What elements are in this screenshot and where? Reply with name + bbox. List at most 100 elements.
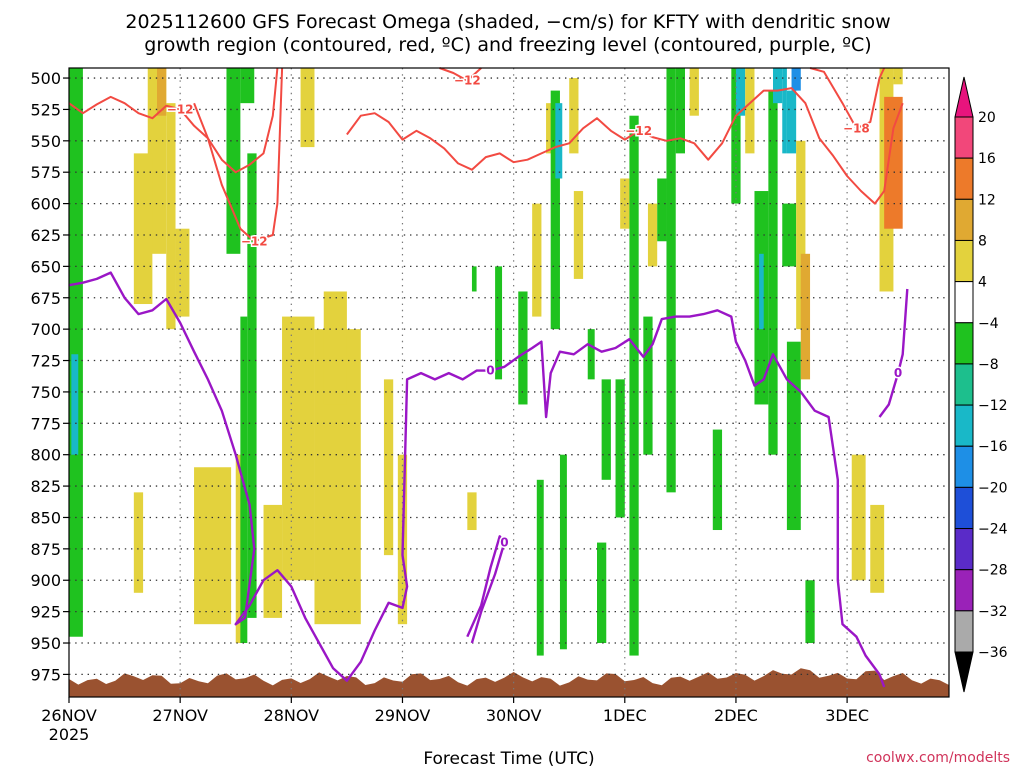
dgz-contour	[193, 67, 284, 243]
omega-cell	[666, 68, 676, 493]
omega-cell	[615, 379, 625, 518]
omega-cell	[555, 103, 563, 179]
colorbar-tick-label: 16	[978, 151, 996, 167]
y-tick-label: 550	[30, 132, 61, 151]
colorbar-swatch	[954, 239, 974, 283]
chart-title-line1: 2025112600 GFS Forecast Omega (shaded, −…	[125, 11, 890, 33]
colorbar-tick-label: −4	[978, 316, 999, 332]
dgz-contour-label: −18	[843, 121, 870, 135]
omega-cell	[175, 228, 190, 317]
omega-cell	[69, 68, 83, 637]
omega-cell	[675, 68, 685, 154]
omega-cell	[712, 429, 723, 531]
omega-cell	[782, 68, 787, 154]
omega-cell	[629, 115, 639, 656]
y-tick-label: 500	[30, 69, 61, 88]
x-axis: 26NOV 27NOV 28NOV 29NOV 30NOV 1DEC 2DEC 3DEC 202…	[41, 697, 869, 744]
colorbar-tick-label: −12	[978, 398, 1008, 414]
omega-cell	[689, 68, 699, 116]
omega-cell	[240, 68, 255, 104]
colorbar-tick-label: 12	[978, 192, 996, 208]
freezing-level-contour	[466, 535, 506, 644]
freezing-contour-label: 0	[486, 364, 494, 378]
x-tick-label: 27NOV	[152, 706, 208, 725]
omega-cell	[731, 68, 741, 204]
omega-cell	[786, 341, 801, 531]
colorbar-swatch	[954, 610, 974, 653]
omega-cell	[800, 253, 811, 380]
omega-cell	[263, 504, 283, 618]
colorbar-tick-label: −20	[978, 480, 1008, 496]
colorbar-swatch	[954, 363, 974, 406]
dgz-contour	[68, 67, 279, 174]
x-year-label: 2025	[49, 725, 90, 744]
colorbar-legend: 20 16 12 8 4 −4 −8 −12 −16 −20 −24 −28 −32 −36	[954, 76, 1008, 693]
omega-cell	[467, 492, 477, 531]
omega-cell	[518, 291, 528, 405]
y-tick-label: 925	[30, 603, 61, 622]
colorbar-tick-label: 20	[978, 110, 996, 126]
omega-cell	[569, 78, 579, 154]
y-tick-label: 525	[30, 100, 61, 119]
colorbar-tick-label: 8	[978, 233, 987, 249]
colorbar-swatch	[954, 281, 974, 324]
colorbar-top-arrow	[954, 76, 974, 118]
omega-cell	[735, 68, 746, 116]
omega-cell	[323, 291, 347, 405]
x-tick-label: 28NOV	[264, 706, 320, 725]
omega-cell	[133, 153, 153, 305]
x-axis-label: Forecast Time (UTC)	[423, 749, 594, 768]
colorbar-swatch	[954, 569, 974, 612]
omega-cell	[532, 203, 542, 317]
omega-cell	[587, 329, 595, 380]
x-tick-label: 2DEC	[714, 706, 758, 725]
omega-cell	[768, 90, 778, 455]
omega-cell	[786, 90, 797, 154]
omega-cell	[870, 504, 885, 593]
omega-cell	[166, 103, 176, 330]
terrain-ground	[69, 668, 949, 697]
chart-title-line2: growth region (contoured, red, ºC) and f…	[144, 34, 871, 56]
freezing-contour-label: 0	[500, 536, 508, 550]
omega-cell	[495, 266, 503, 380]
y-axis: 500 525 550 575 600 625 650 675 700 725 750 775 800 8…	[30, 69, 69, 684]
omega-cell	[643, 316, 653, 455]
omega-cell	[559, 454, 567, 650]
omega-cell	[791, 68, 801, 91]
omega-cell	[657, 178, 667, 242]
omega-cell	[300, 68, 315, 148]
plot-frame	[68, 67, 950, 698]
omega-cell	[620, 178, 630, 229]
colorbar-tick-label: −24	[978, 522, 1008, 538]
omega-cell	[536, 479, 544, 656]
omega-cell	[601, 379, 611, 480]
y-tick-label: 675	[30, 289, 61, 308]
x-tick-label: 30NOV	[486, 706, 542, 725]
dgz-contour-label: −12	[167, 102, 194, 116]
dgz-contour-label: −12	[454, 74, 481, 88]
omega-cell	[282, 316, 315, 581]
colorbar-bottom-arrow	[954, 651, 974, 693]
y-tick-label: 725	[30, 352, 61, 371]
omega-cell	[383, 379, 394, 556]
y-tick-label: 575	[30, 163, 61, 182]
colorbar-swatch	[954, 528, 974, 571]
y-tick-label: 650	[30, 257, 61, 276]
omega-cell	[759, 253, 764, 330]
x-tick-label: 29NOV	[375, 706, 431, 725]
credit-text: coolwx.com/modelts	[866, 750, 1010, 766]
y-tick-label: 950	[30, 634, 61, 653]
y-tick-label: 825	[30, 477, 61, 496]
y-tick-label: 875	[30, 540, 61, 559]
colorbar-swatch	[954, 322, 974, 365]
y-tick-label: 775	[30, 414, 61, 433]
y-tick-label: 850	[30, 508, 61, 527]
plot-area: −12 −12 −12 −12 −18 0 0 0	[68, 67, 950, 698]
colorbar-swatch	[954, 157, 974, 200]
dgz-contour	[439, 67, 482, 82]
x-tick-label: 3DEC	[825, 706, 869, 725]
y-tick-label: 900	[30, 571, 61, 590]
freezing-level-contour	[68, 271, 886, 688]
omega-cell	[157, 68, 167, 116]
colorbar-tick-label: −36	[978, 645, 1008, 661]
